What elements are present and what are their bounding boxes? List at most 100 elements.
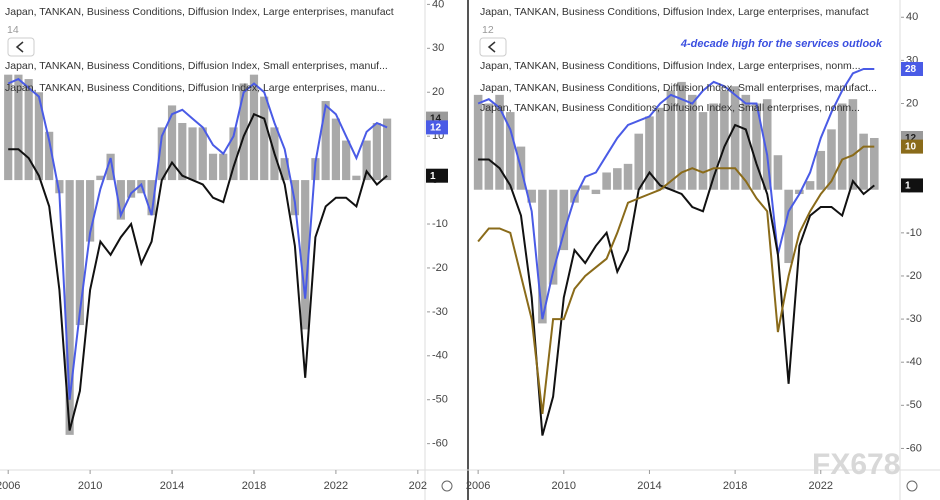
y-tick-label: -60: [432, 438, 448, 450]
bar: [645, 116, 654, 190]
bar: [321, 101, 330, 181]
bar: [331, 118, 340, 181]
bar: [24, 79, 33, 181]
y-tick-label: -20: [906, 270, 922, 282]
bar: [167, 105, 177, 181]
bar: [208, 153, 218, 181]
bar: [559, 189, 569, 251]
bar: [45, 131, 54, 181]
legend-value: 14: [7, 24, 19, 36]
series-line: [477, 68, 875, 320]
y-tick-label: 20: [906, 97, 918, 109]
y-tick-label: 40: [906, 11, 918, 23]
y-tick-label: -30: [906, 313, 922, 325]
value-badge: [426, 168, 448, 183]
bar: [116, 180, 125, 220]
bar: [613, 168, 622, 190]
bar: [870, 137, 879, 190]
value-badge-label: 1: [430, 171, 436, 182]
value-badge: [901, 178, 923, 193]
bar: [86, 180, 95, 242]
settings-icon[interactable]: [441, 480, 453, 492]
value-badge-label: 12: [430, 123, 442, 134]
value-badge-label: 14: [430, 114, 442, 125]
bar: [548, 189, 558, 285]
bar: [260, 96, 269, 181]
x-tick-label: 2010: [78, 480, 102, 492]
bar: [859, 133, 868, 190]
x-tick-label: 2018: [723, 480, 747, 492]
bar: [65, 180, 74, 435]
bar: [383, 118, 392, 181]
bar: [623, 163, 633, 190]
bar: [372, 122, 381, 181]
bar: [698, 112, 708, 190]
y-tick-label: 40: [432, 0, 444, 10]
bar: [666, 90, 676, 190]
bar: [188, 127, 197, 181]
value-badge-label: 12: [905, 133, 917, 144]
settings-icon[interactable]: [906, 480, 918, 492]
bar: [157, 127, 166, 181]
y-tick-label: -60: [906, 442, 922, 454]
bar: [229, 127, 238, 181]
legend-entry: Japan, TANKAN, Business Conditions, Diff…: [480, 6, 869, 18]
legend-value: 12: [482, 24, 494, 36]
bar: [106, 153, 115, 181]
x-tick-label: 2006: [0, 480, 20, 492]
x-tick-label: 2014: [160, 480, 184, 492]
value-badge: [426, 120, 448, 135]
bar: [816, 150, 826, 190]
bar: [848, 99, 858, 190]
bar: [178, 122, 187, 181]
bar: [342, 140, 351, 181]
bar: [147, 180, 156, 216]
bar: [301, 180, 310, 330]
x-tick-label: 2014: [637, 480, 661, 492]
bar: [591, 189, 601, 195]
y-tick-label: -50: [906, 399, 922, 411]
bar: [602, 172, 611, 190]
bar: [495, 94, 504, 190]
collapse-icon: [487, 41, 496, 53]
x-tick-label: 2018: [242, 480, 266, 492]
bar: [730, 86, 740, 190]
series-line: [8, 112, 388, 431]
bar: [773, 155, 783, 190]
bar: [126, 180, 136, 198]
value-badge: [901, 61, 923, 76]
legend-entry: Japan, TANKAN, Business Conditions, Diff…: [480, 60, 861, 72]
bar: [677, 81, 686, 190]
bar: [239, 83, 248, 181]
bar: [473, 94, 483, 190]
collapse-button[interactable]: [7, 37, 35, 57]
bar: [362, 140, 371, 181]
y-tick-label: -30: [432, 306, 448, 318]
bar: [14, 74, 23, 181]
bar: [280, 158, 289, 181]
y-tick-label: -20: [432, 262, 448, 274]
bar: [484, 103, 494, 190]
legend-entry: Japan, TANKAN, Business Conditions, Diff…: [5, 60, 388, 72]
legend-entry: Japan, TANKAN, Business Conditions, Diff…: [5, 82, 386, 94]
watermark: FX678: [812, 448, 900, 481]
y-tick-label: 20: [432, 86, 444, 98]
bar: [634, 133, 644, 190]
bar: [805, 181, 815, 190]
plot-area: [4, 74, 392, 435]
y-tick-label: -10: [432, 218, 448, 230]
y-tick-label: -40: [906, 356, 922, 368]
y-tick-label: -10: [906, 227, 922, 239]
bar: [538, 189, 547, 324]
x-tick-label: 2010: [552, 480, 576, 492]
bar: [655, 107, 665, 190]
bar: [762, 99, 772, 190]
collapse-button[interactable]: [479, 37, 507, 57]
bar: [34, 92, 44, 181]
bar: [198, 127, 207, 181]
legend-entry: Japan, TANKAN, Business Conditions, Diff…: [480, 102, 860, 114]
bar: [752, 103, 761, 190]
x-tick-label: 202: [409, 480, 427, 492]
series-line: [7, 77, 388, 400]
value-badge-label: 1: [905, 181, 911, 192]
